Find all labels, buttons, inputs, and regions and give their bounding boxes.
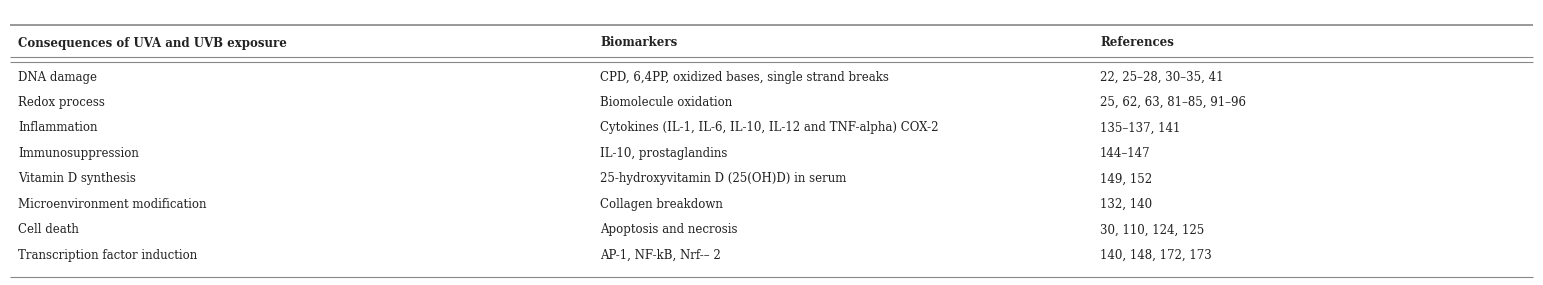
Text: IL-10, prostaglandins: IL-10, prostaglandins xyxy=(600,147,727,160)
Text: 149, 152: 149, 152 xyxy=(1100,172,1153,186)
Text: 144–147: 144–147 xyxy=(1100,147,1151,160)
Text: 25, 62, 63, 81–85, 91–96: 25, 62, 63, 81–85, 91–96 xyxy=(1100,96,1247,109)
Text: Vitamin D synthesis: Vitamin D synthesis xyxy=(19,172,136,186)
Text: 135–137, 141: 135–137, 141 xyxy=(1100,121,1180,135)
Text: CPD, 6,4PP, oxidized bases, single strand breaks: CPD, 6,4PP, oxidized bases, single stran… xyxy=(600,70,889,84)
Text: Inflammation: Inflammation xyxy=(19,121,97,135)
Text: 140, 148, 172, 173: 140, 148, 172, 173 xyxy=(1100,249,1211,262)
Text: Collagen breakdown: Collagen breakdown xyxy=(600,198,722,211)
Text: Redox process: Redox process xyxy=(19,96,105,109)
Text: Cell death: Cell death xyxy=(19,223,79,237)
Text: Biomolecule oxidation: Biomolecule oxidation xyxy=(600,96,733,109)
Text: 25-hydroxyvitamin D (25(OH)D) in serum: 25-hydroxyvitamin D (25(OH)D) in serum xyxy=(600,172,847,186)
Text: 22, 25–28, 30–35, 41: 22, 25–28, 30–35, 41 xyxy=(1100,70,1224,84)
Text: 30, 110, 124, 125: 30, 110, 124, 125 xyxy=(1100,223,1204,237)
Text: AP-1, NF-kB, Nrf-– 2: AP-1, NF-kB, Nrf-– 2 xyxy=(600,249,721,262)
Text: Cytokines (IL-1, IL-6, IL-10, IL-12 and TNF-alpha) COX-2: Cytokines (IL-1, IL-6, IL-10, IL-12 and … xyxy=(600,121,938,135)
Text: Consequences of UVA and UVB exposure: Consequences of UVA and UVB exposure xyxy=(19,36,287,50)
Text: Transcription factor induction: Transcription factor induction xyxy=(19,249,198,262)
Text: Biomarkers: Biomarkers xyxy=(600,36,677,50)
Text: Microenvironment modification: Microenvironment modification xyxy=(19,198,207,211)
Text: Apoptosis and necrosis: Apoptosis and necrosis xyxy=(600,223,738,237)
Text: DNA damage: DNA damage xyxy=(19,70,97,84)
Text: 132, 140: 132, 140 xyxy=(1100,198,1153,211)
Text: References: References xyxy=(1100,36,1174,50)
Text: Immunosuppression: Immunosuppression xyxy=(19,147,139,160)
